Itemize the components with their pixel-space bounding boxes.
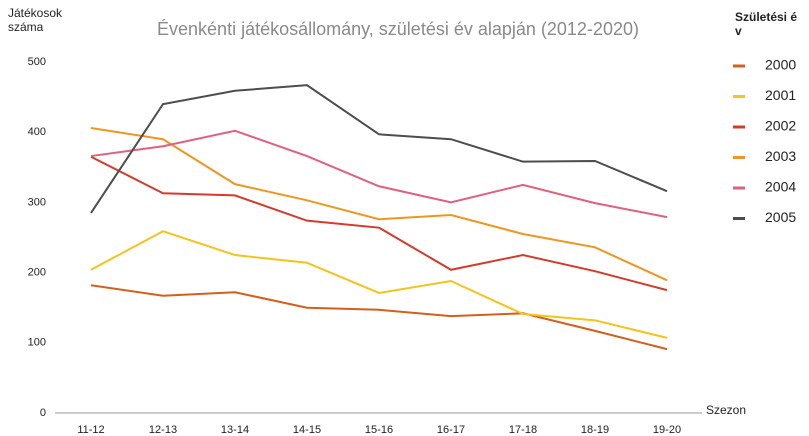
x-axis-label: Szezon (706, 403, 747, 417)
x-tick-label: 15-16 (365, 424, 393, 436)
x-tick-label: 17-18 (509, 424, 537, 436)
legend-title: Születési év (735, 10, 798, 38)
x-tick-label: 12-13 (149, 424, 177, 436)
chart-title: Évenkénti játékosállomány, születési év … (157, 19, 639, 39)
legend-label: 2005 (765, 209, 796, 225)
legend-label: 2004 (765, 179, 796, 195)
legend-label: 2000 (765, 57, 796, 73)
legend-label: 2003 (765, 148, 796, 164)
x-tick-label: 11-12 (77, 424, 104, 436)
series-line (90, 129, 668, 219)
y-tick-label: 400 (28, 126, 46, 138)
y-tick-label: 300 (28, 196, 46, 208)
legend-label: 2002 (765, 118, 796, 134)
series-line (90, 230, 668, 339)
y-tick-label: 500 (28, 56, 46, 68)
legend-label: 2001 (765, 87, 796, 103)
series-line (90, 126, 668, 282)
y-tick-label: 0 (40, 407, 46, 419)
x-tick-label: 16-17 (437, 424, 465, 436)
x-tick-label: 14-15 (293, 424, 321, 436)
series-line (90, 284, 668, 351)
y-axis-label: Játékosok száma (8, 6, 63, 34)
series-line (90, 84, 668, 214)
series-line (90, 155, 668, 292)
x-tick-label: 18-19 (581, 424, 609, 436)
y-tick-label: 100 (28, 337, 46, 349)
x-tick-label: 13-14 (221, 424, 249, 436)
x-tick-label: 19-20 (653, 424, 681, 436)
y-tick-label: 200 (28, 267, 46, 279)
